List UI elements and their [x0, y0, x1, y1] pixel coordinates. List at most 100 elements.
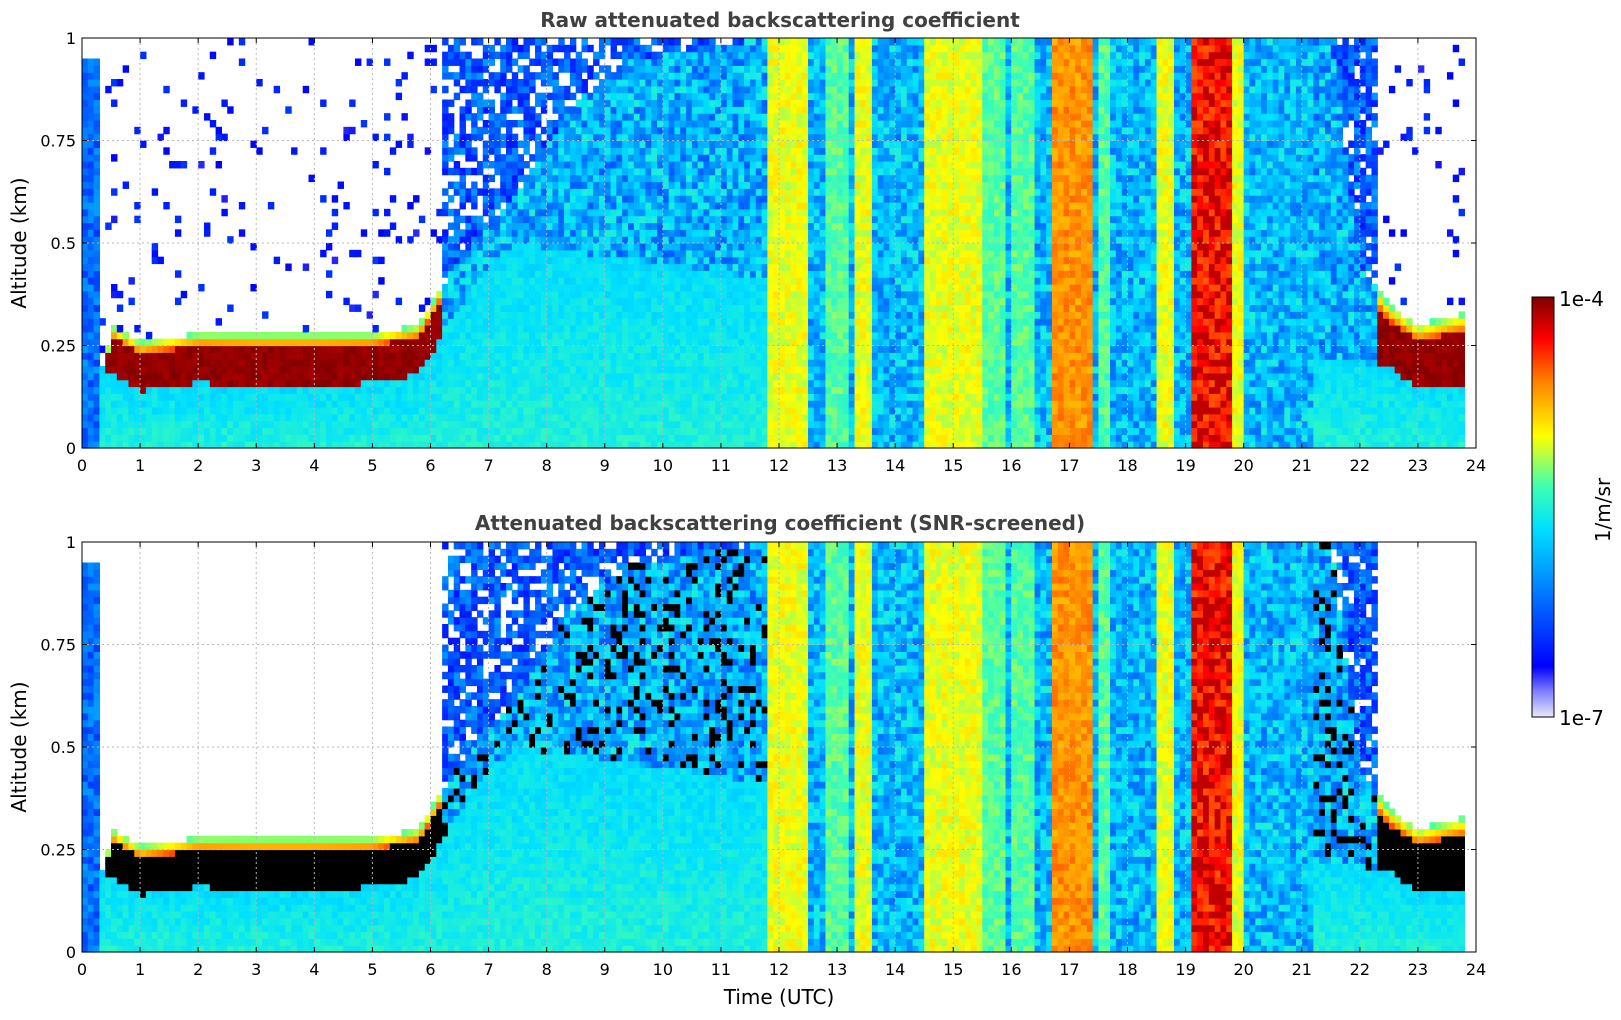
heatmap-cell — [511, 311, 519, 319]
heatmap-cell — [523, 345, 530, 353]
heatmap-cell — [82, 167, 89, 176]
heatmap-cell — [761, 284, 768, 292]
heatmap-cell — [488, 338, 495, 347]
heatmap-cell — [773, 92, 780, 101]
heatmap-cell — [732, 120, 739, 128]
heatmap-cell — [418, 393, 426, 401]
heatmap-cell — [674, 222, 681, 230]
heatmap-cell — [215, 133, 222, 142]
heatmap-cell — [639, 65, 647, 73]
heatmap-cell — [500, 106, 507, 114]
heatmap-cell — [686, 222, 693, 230]
heatmap-cell — [732, 208, 739, 217]
heatmap-cell — [128, 297, 135, 306]
heatmap-cell — [726, 400, 734, 408]
heatmap-cell — [715, 249, 722, 258]
heatmap-cell — [581, 386, 588, 394]
heatmap-cell — [639, 79, 647, 87]
heatmap-cell — [459, 215, 466, 224]
heatmap-cell — [500, 338, 507, 347]
heatmap-cell — [645, 229, 652, 237]
heatmap-cell — [790, 167, 798, 176]
heatmap-cell — [616, 167, 623, 176]
heatmap-cell — [209, 400, 217, 408]
heatmap-cell — [540, 284, 548, 292]
heatmap-cell — [755, 427, 763, 435]
heatmap-cell — [691, 113, 699, 121]
heatmap-cell — [575, 229, 583, 237]
heatmap-cell — [587, 174, 594, 183]
heatmap-cell — [476, 113, 484, 121]
heatmap-cell — [784, 215, 792, 224]
heatmap-cell — [558, 38, 565, 46]
heatmap-cell — [575, 379, 583, 388]
heatmap-cell — [360, 120, 368, 128]
heatmap-cell — [686, 243, 693, 251]
heatmap-cell — [755, 174, 763, 183]
heatmap-cell — [134, 202, 141, 210]
heatmap-cell — [500, 140, 507, 148]
heatmap-cell — [674, 304, 681, 312]
heatmap-cell — [732, 345, 739, 353]
heatmap-cell — [796, 284, 803, 292]
heatmap-cell — [552, 92, 559, 101]
heatmap-cell — [523, 92, 530, 101]
heatmap-cell — [732, 133, 739, 142]
heatmap-cell — [430, 331, 437, 340]
heatmap-cell — [709, 208, 716, 217]
heatmap-cell — [767, 215, 774, 224]
heatmap-cell — [494, 290, 501, 299]
heatmap-cell — [273, 427, 281, 435]
heatmap-cell — [111, 386, 118, 394]
heatmap-cell — [593, 311, 600, 319]
heatmap-cell — [465, 215, 472, 224]
heatmap-cell — [686, 393, 693, 401]
heatmap-cell — [627, 79, 635, 87]
heatmap-cell — [256, 147, 263, 155]
heatmap-cell — [407, 359, 414, 367]
heatmap-cell — [709, 434, 716, 442]
heatmap-cell — [633, 263, 641, 271]
heatmap-cell — [616, 65, 623, 73]
heatmap-cell — [761, 51, 768, 60]
heatmap-cell — [511, 181, 519, 189]
heatmap-cell — [610, 297, 617, 306]
heatmap-cell — [558, 99, 565, 107]
heatmap-cell — [598, 126, 606, 135]
heatmap-cell — [360, 427, 368, 435]
heatmap-cell — [790, 338, 798, 347]
heatmap-cell — [465, 407, 472, 415]
heatmap-cell — [285, 331, 292, 340]
heatmap-cell — [691, 202, 699, 210]
heatmap-cell — [325, 379, 333, 388]
heatmap-cell — [697, 215, 705, 224]
heatmap-cell — [796, 325, 803, 333]
heatmap-cell — [494, 263, 501, 271]
heatmap-cell — [738, 133, 745, 142]
heatmap-cell — [145, 345, 153, 353]
heatmap-cell — [749, 99, 757, 107]
heatmap-cell — [755, 393, 763, 401]
heatmap-cell — [436, 311, 443, 319]
heatmap-cell — [755, 297, 763, 306]
heatmap-cell — [442, 229, 449, 237]
heatmap-cell — [111, 413, 118, 422]
heatmap-cell — [337, 441, 344, 449]
heatmap-cell — [622, 120, 629, 128]
heatmap-cell — [749, 256, 757, 265]
heatmap-cell — [796, 249, 803, 258]
heatmap-cell — [511, 92, 519, 101]
heatmap-cell — [517, 318, 525, 326]
heatmap-cell — [442, 147, 449, 155]
heatmap-cell — [593, 92, 600, 101]
heatmap-cell — [372, 434, 379, 442]
heatmap-cell — [674, 434, 681, 442]
heatmap-cell — [691, 359, 699, 367]
heatmap-cell — [616, 38, 623, 46]
heatmap-cell — [732, 420, 739, 429]
heatmap-cell — [529, 72, 536, 80]
heatmap-cell — [413, 420, 420, 429]
heatmap-cell — [540, 79, 548, 87]
heatmap-cell — [535, 167, 542, 176]
heatmap-cell — [471, 331, 478, 340]
